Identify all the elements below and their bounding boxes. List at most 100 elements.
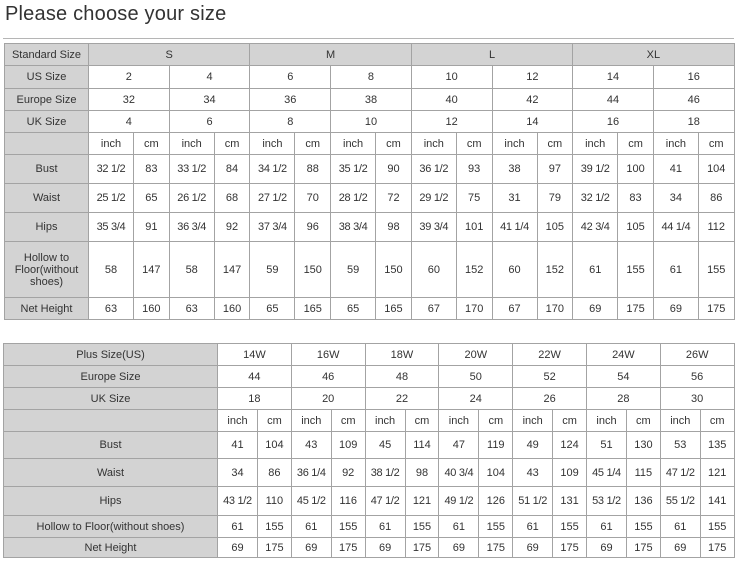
measurement-cell: 96: [294, 212, 332, 242]
page-title: Please choose your size: [5, 3, 227, 25]
row-label: Net Height: [3, 537, 218, 558]
unit-header-inch: inch: [572, 132, 619, 155]
measurement-cell: 155: [625, 515, 661, 538]
unit-header-cm: cm: [213, 132, 251, 155]
measurement-cell: 170: [455, 297, 493, 320]
measurement-cell: 63: [168, 297, 215, 320]
measurement-cell: 101: [455, 212, 493, 242]
size-cell: 4: [88, 110, 170, 133]
measurement-cell: 37 3/4: [249, 212, 296, 242]
measurement-cell: 175: [625, 537, 661, 558]
unit-header-cm: cm: [699, 409, 735, 432]
measurement-cell: 86: [697, 183, 735, 213]
row-label: Hips: [3, 486, 218, 516]
divider: [3, 38, 734, 39]
measurement-cell: 115: [625, 458, 661, 487]
measurement-cell: 110: [257, 486, 292, 516]
measurement-cell: 34: [652, 183, 699, 213]
size-cell: 18: [217, 387, 292, 410]
size-cell: 34: [168, 88, 251, 111]
measurement-cell: 69: [217, 537, 258, 558]
measurement-cell: 43: [512, 458, 554, 487]
unit-header-inch: inch: [364, 409, 406, 432]
measurement-cell: 121: [699, 458, 735, 487]
measurement-cell: 165: [375, 297, 412, 320]
unit-header-cm: cm: [478, 409, 514, 432]
unit-header-cm: cm: [404, 409, 440, 432]
unit-header-cm: cm: [552, 409, 587, 432]
measurement-cell: 69: [364, 537, 406, 558]
measurement-cell: 58: [88, 241, 134, 298]
measurement-cell: 155: [552, 515, 587, 538]
size-cell: 14: [491, 110, 574, 133]
measurement-cell: 160: [213, 297, 251, 320]
table-row-plus: Plus Size(US) 14W 16W 18W 20W 22W 24W 26W: [3, 343, 735, 366]
measurement-cell: 27 1/2: [249, 183, 296, 213]
row-label: Hollow to Floor(without shoes): [4, 241, 89, 298]
measurement-cell: 47 1/2: [364, 486, 406, 516]
measurement-cell: 150: [294, 241, 332, 298]
unit-header-cm: cm: [375, 132, 412, 155]
table-row-hips: Hips 35 3/4 91 36 3/4 92 37 3/4 96 38 3/4 98 39 3…: [4, 212, 735, 242]
size-cell: 36: [249, 88, 332, 111]
size-cell: 6: [249, 65, 332, 89]
measurement-cell: 112: [697, 212, 735, 242]
measurement-cell: 175: [617, 297, 654, 320]
size-cell: 16: [572, 110, 654, 133]
unit-header-inch: inch: [585, 409, 627, 432]
measurement-cell: 165: [294, 297, 332, 320]
unit-header-inch: inch: [88, 132, 134, 155]
measurement-cell: 39 1/2: [572, 154, 619, 184]
measurement-cell: 36 1/4: [290, 458, 332, 487]
size-cell: 20: [290, 387, 366, 410]
size-header-cell: 18W: [364, 343, 440, 366]
size-cell: 24: [438, 387, 514, 410]
unit-header-cm: cm: [294, 132, 332, 155]
measurement-cell: 69: [572, 297, 619, 320]
measurement-cell: 31: [491, 183, 538, 213]
measurement-cell: 92: [330, 458, 366, 487]
measurement-cell: 45 1/4: [585, 458, 627, 487]
measurement-cell: 175: [699, 537, 735, 558]
unit-header-inch: inch: [438, 409, 480, 432]
measurement-cell: 84: [213, 154, 251, 184]
size-header-cell: XL: [572, 43, 735, 66]
unit-header-cm: cm: [330, 409, 366, 432]
size-cell: 16: [652, 65, 735, 89]
row-label: UK Size: [3, 387, 218, 410]
unit-header-cm: cm: [617, 132, 654, 155]
measurement-cell: 155: [404, 515, 440, 538]
measurement-cell: 61: [652, 241, 699, 298]
size-cell: 2: [88, 65, 170, 89]
measurement-cell: 100: [617, 154, 654, 184]
table-row-europe: Europe Size 32 34 36 38 40 42 44 46: [4, 88, 735, 111]
unit-header-inch: inch: [290, 409, 332, 432]
size-cell: 4: [168, 65, 251, 89]
table-row-uk: UK Size 18 20 22 24 26 28 30: [3, 387, 735, 410]
measurement-cell: 60: [491, 241, 538, 298]
measurement-cell: 47: [438, 431, 480, 459]
measurement-cell: 26 1/2: [168, 183, 215, 213]
measurement-cell: 69: [585, 537, 627, 558]
measurement-cell: 105: [617, 212, 654, 242]
row-label: Europe Size: [4, 88, 89, 111]
table-row-bust: Bust 41 104 43 109 45 114 47 119 49 124 51 130 53 135: [3, 431, 735, 459]
table-row-europe: Europe Size 44 46 48 50 52 54 56: [3, 365, 735, 388]
unit-header-cm: cm: [697, 132, 735, 155]
size-cell: 52: [512, 365, 587, 388]
row-label: Hips: [4, 212, 89, 242]
unit-header-inch: inch: [410, 132, 457, 155]
measurement-cell: 61: [585, 515, 627, 538]
measurement-cell: 42 3/4: [572, 212, 619, 242]
measurement-cell: 116: [330, 486, 366, 516]
unit-header-inch: inch: [659, 409, 701, 432]
measurement-cell: 155: [330, 515, 366, 538]
measurement-cell: 65: [133, 183, 170, 213]
row-label: Bust: [3, 431, 218, 459]
measurement-cell: 92: [213, 212, 251, 242]
measurement-cell: 25 1/2: [88, 183, 134, 213]
measurement-cell: 135: [699, 431, 735, 459]
measurement-cell: 38 1/2: [364, 458, 406, 487]
measurement-cell: 51: [585, 431, 627, 459]
table-row-standard: Standard Size S M L XL: [4, 43, 735, 66]
